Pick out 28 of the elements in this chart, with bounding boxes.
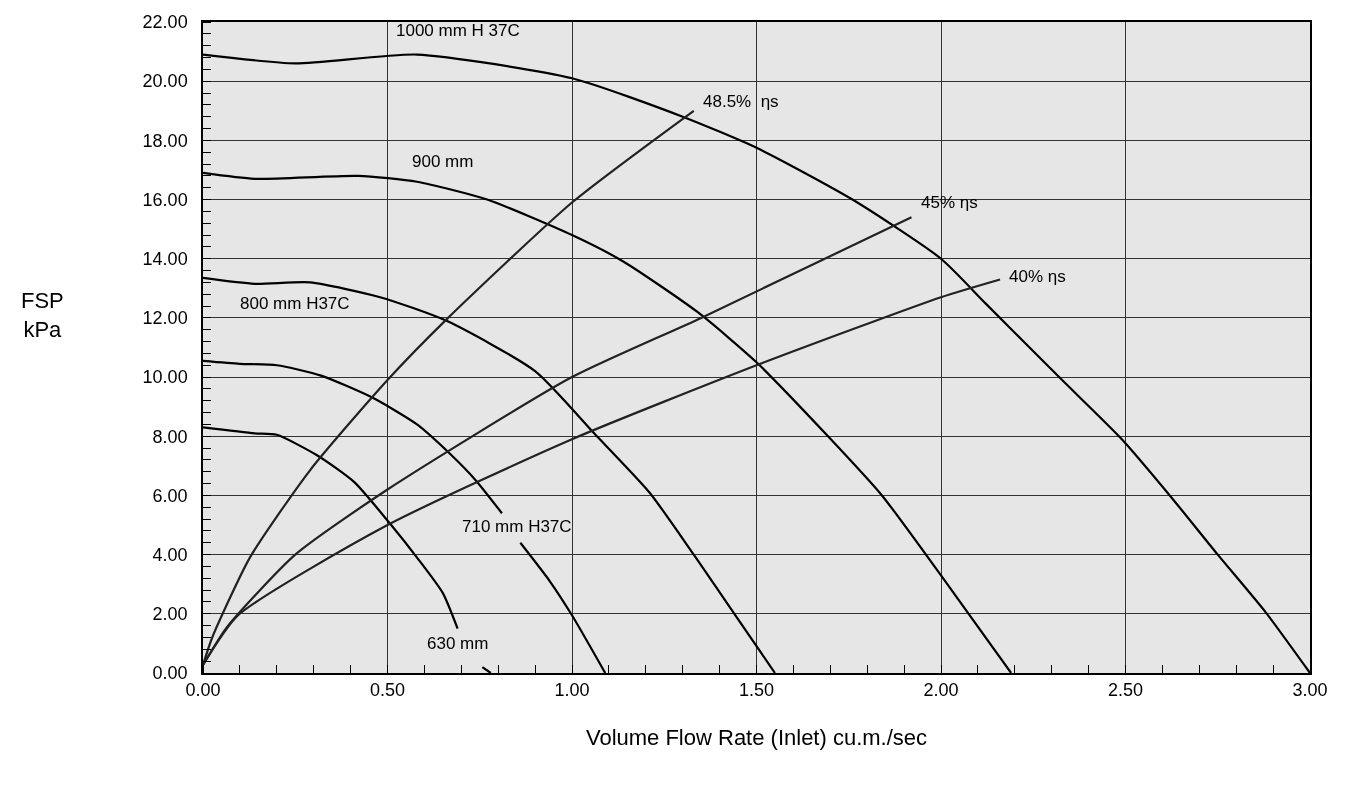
x-tick-label: 3.00 xyxy=(1292,680,1328,701)
series-label: 800 mm H37C xyxy=(240,294,350,313)
y-tick-label: 14.00 xyxy=(142,249,188,270)
y-tick-label: 2.00 xyxy=(152,604,188,625)
y-tick-label: 16.00 xyxy=(142,189,188,210)
y-tick-label: 22.00 xyxy=(142,12,188,33)
series-label: 1000 mm H 37C xyxy=(396,21,520,40)
x-tick-label: 2.50 xyxy=(1107,680,1144,701)
x-tick-label: 0.00 xyxy=(185,680,221,701)
y-tick-label: 6.00 xyxy=(152,485,188,506)
x-tick-label: 1.00 xyxy=(554,680,590,701)
series-label: 48.5% ηs xyxy=(703,92,779,111)
x-tick-label: 2.00 xyxy=(923,680,959,701)
y-tick-label: 4.00 xyxy=(152,544,188,565)
x-tick-label: 0.50 xyxy=(369,680,406,701)
y-tick-label: 10.00 xyxy=(142,367,188,388)
x-tick-label: 1.50 xyxy=(738,680,775,701)
x-axis-title: Volume Flow Rate (Inlet) cu.m./sec xyxy=(585,724,928,750)
y-tick-label: 18.00 xyxy=(142,130,188,151)
y-tick-label: 12.00 xyxy=(142,308,188,329)
y-tick-label: 8.00 xyxy=(152,426,188,447)
series-label: 630 mm xyxy=(427,634,489,653)
series-label: 900 mm xyxy=(412,152,474,171)
y-tick-label: 0.00 xyxy=(152,663,188,684)
y-tick-label: 20.00 xyxy=(142,71,188,92)
y-axis-title: FSP kPa xyxy=(21,288,64,342)
series-label: 710 mm H37C xyxy=(462,517,572,536)
series-label: 40% ηs xyxy=(1009,267,1066,286)
